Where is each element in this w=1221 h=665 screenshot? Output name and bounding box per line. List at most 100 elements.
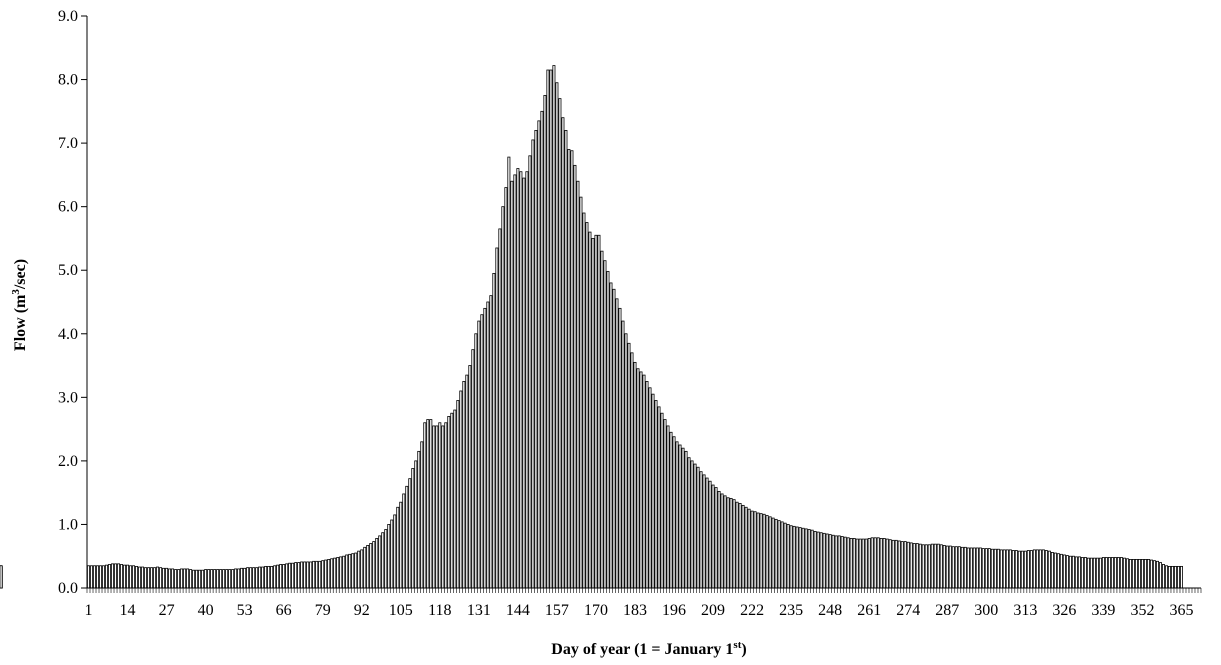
bar-day-46 <box>222 569 226 589</box>
x-tick-label: 300 <box>974 602 998 619</box>
bar-day-350 <box>1134 559 1138 589</box>
bar-day-255 <box>849 538 853 589</box>
bar-day-2 <box>90 565 93 589</box>
bar-day-217 <box>735 501 739 589</box>
bar-day-171 <box>597 234 601 589</box>
bar-day-201 <box>687 457 691 589</box>
x-tick-label: 79 <box>315 602 331 619</box>
bar-day-179 <box>621 320 625 589</box>
bar-day-3 <box>93 565 96 589</box>
bar-day-62 <box>270 565 274 589</box>
bar-day-303 <box>993 548 997 589</box>
bar-day-309 <box>1011 550 1015 589</box>
bar-day-220 <box>744 506 748 589</box>
bar-day-230 <box>774 518 778 589</box>
bar-day-105 <box>399 501 403 589</box>
bar-day-328 <box>1068 555 1072 589</box>
x-tick-label: 352 <box>1130 602 1154 619</box>
bar-day-103 <box>393 514 397 589</box>
bar-day-108 <box>408 478 412 589</box>
bar-day-286 <box>942 545 946 589</box>
bar-day-48 <box>228 569 232 589</box>
bar-day-269 <box>891 539 895 589</box>
bar-day-361 <box>1167 565 1171 589</box>
bar-day-69 <box>291 562 295 589</box>
bar-day-316 <box>1032 549 1036 589</box>
y-axis: 0.0 1.0 2.0 3.0 4.0 5.0 6.0 7.0 8.0 9.0 <box>58 8 88 597</box>
bar-day-99 <box>381 532 385 589</box>
x-tick-label: 170 <box>584 602 608 619</box>
bar-day-20 <box>144 567 148 589</box>
bar-day-180 <box>624 333 628 589</box>
bar-day-304 <box>996 548 1000 589</box>
bar-day-231 <box>777 520 781 589</box>
bar-day-340 <box>1104 557 1108 589</box>
bar-day-225 <box>759 513 763 589</box>
bar-day-142 <box>510 180 514 589</box>
bar-day-164 <box>576 180 580 589</box>
bar-day-362 <box>1170 565 1174 589</box>
bar-day-83 <box>333 557 337 589</box>
bar-day-28 <box>168 568 172 589</box>
y-axis-title: Flow (m3/sec) <box>10 259 29 351</box>
bar-day-310 <box>1014 550 1018 589</box>
bar-day-260 <box>864 538 868 589</box>
bar-day-308 <box>1008 549 1012 589</box>
bar-day-32 <box>180 568 184 589</box>
bar-day-92 <box>360 549 364 589</box>
x-tick-label: 183 <box>623 602 647 619</box>
bar-day-120 <box>444 422 448 589</box>
bar-day-33 <box>183 568 187 589</box>
bar-day-353 <box>1143 559 1147 589</box>
bar-day-79 <box>321 560 325 589</box>
x-tick-label: 92 <box>354 602 370 619</box>
bar-day-232 <box>780 521 784 589</box>
bar-day-67 <box>285 563 289 589</box>
bar-day-262 <box>870 537 874 589</box>
bar-day-136 <box>492 272 496 589</box>
bar-day-186 <box>642 374 646 589</box>
bar-day-147 <box>525 171 529 589</box>
x-tick-label: 118 <box>428 602 451 619</box>
bar-day-358 <box>1158 562 1162 589</box>
bar-day-184 <box>636 368 640 589</box>
bar-day-175 <box>609 282 613 589</box>
bar-day-192 <box>660 412 664 589</box>
bar-day-268 <box>888 539 892 589</box>
bar-day-80 <box>324 559 328 589</box>
bar-day-124 <box>456 400 460 589</box>
bar-day-204 <box>696 466 700 589</box>
bar-day-36 <box>192 569 196 589</box>
bar-day-60 <box>264 565 268 589</box>
bar-day-199 <box>681 447 685 589</box>
bar-day-239 <box>801 527 805 589</box>
bar-day-89 <box>351 553 355 589</box>
bar-day-292 <box>960 546 964 589</box>
bar-day-344 <box>1116 557 1120 589</box>
bar-day-257 <box>855 538 859 589</box>
bar-day-25 <box>159 567 163 589</box>
y-tick-label: 9.0 <box>58 8 78 25</box>
bar-day-87 <box>345 554 349 589</box>
bar-day-159 <box>561 117 565 589</box>
bar-day-151 <box>537 120 541 589</box>
bar-day-88 <box>348 553 352 589</box>
bar-day-73 <box>303 561 307 589</box>
bar-day-63 <box>273 565 277 589</box>
bar-day-85 <box>339 556 343 589</box>
bar-day-338 <box>1098 557 1102 589</box>
x-tick-label: 261 <box>857 602 881 619</box>
bar-day-167 <box>585 222 589 589</box>
bar-day-94 <box>366 545 370 589</box>
y-tick-label: 2.0 <box>58 453 78 470</box>
bar-day-148 <box>528 155 532 589</box>
bar-day-181 <box>627 342 631 589</box>
bar-day-183 <box>633 361 637 589</box>
x-tick-label: 326 <box>1052 602 1076 619</box>
bar-day-140 <box>504 187 508 589</box>
bar-day-44 <box>216 569 220 589</box>
bar-day-306 <box>1002 549 1006 589</box>
bar-day-256 <box>852 538 856 589</box>
bar-day-31 <box>177 569 181 589</box>
bar-day-314 <box>1026 550 1030 589</box>
